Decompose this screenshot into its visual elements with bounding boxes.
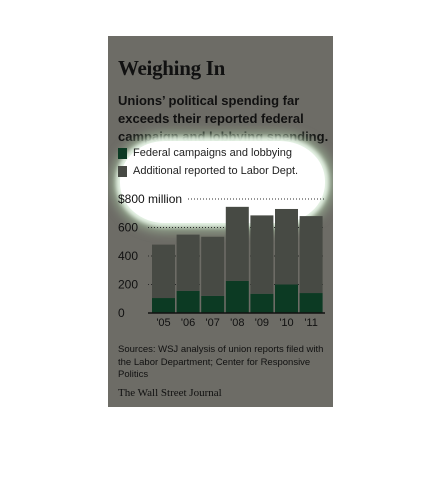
chart-subtitle: Unions’ political spending far exceeds t… bbox=[118, 93, 329, 144]
chart-sources: Sources: WSJ analysis of union reports f… bbox=[118, 344, 324, 380]
legend-item-additional: Additional reported to Labor Dept. bbox=[118, 165, 298, 177]
legend-swatch-additional bbox=[118, 165, 127, 177]
publisher-name: The Wall Street Journal bbox=[118, 387, 222, 399]
bar-segment-federal bbox=[152, 298, 175, 313]
y-tick-label: 400 bbox=[118, 249, 138, 263]
y-tick-label: 200 bbox=[118, 278, 138, 292]
bar-segment-federal bbox=[176, 290, 200, 313]
x-tick-label: '06 bbox=[181, 317, 195, 329]
chart-card: Weighing In Unions’ political spending f… bbox=[108, 36, 333, 407]
legend-swatch-federal bbox=[118, 147, 127, 159]
bar-segment-federal bbox=[299, 293, 323, 313]
bar-segment-additional bbox=[299, 216, 323, 294]
bar-segment-federal bbox=[275, 284, 298, 313]
bar-segment-additional bbox=[250, 215, 274, 294]
bar-segment-additional bbox=[201, 236, 225, 296]
bar-segment-federal bbox=[201, 295, 225, 313]
x-tick-label: '07 bbox=[206, 317, 220, 329]
legend-label-federal: Federal campaigns and lobbying bbox=[133, 147, 292, 159]
bar-segment-additional bbox=[275, 208, 298, 285]
chart-title: Weighing In bbox=[118, 56, 225, 80]
bar-segment-federal bbox=[225, 280, 249, 313]
x-tick-label: '10 bbox=[279, 317, 293, 329]
legend-label-additional: Additional reported to Labor Dept. bbox=[133, 165, 299, 177]
x-tick-label: '09 bbox=[255, 317, 269, 329]
x-tick-label: '08 bbox=[230, 317, 244, 329]
bar-segment-additional bbox=[225, 206, 249, 281]
y-tick-label: 600 bbox=[118, 221, 138, 235]
y-tick-label: $800 million bbox=[118, 192, 182, 206]
bar-segment-additional bbox=[152, 244, 175, 299]
legend-item-federal: Federal campaigns and lobbying bbox=[118, 147, 292, 159]
bar-segment-federal bbox=[250, 293, 274, 313]
x-tick-label: '05 bbox=[156, 317, 170, 329]
bar-segment-additional bbox=[176, 234, 200, 291]
bar-chart: '05 '06 '07 '08 '09 '10 '11 0 200 400 600 $800 mill… bbox=[118, 192, 325, 329]
y-tick-label: 0 bbox=[118, 306, 125, 320]
x-tick-label: '11 bbox=[304, 317, 318, 329]
